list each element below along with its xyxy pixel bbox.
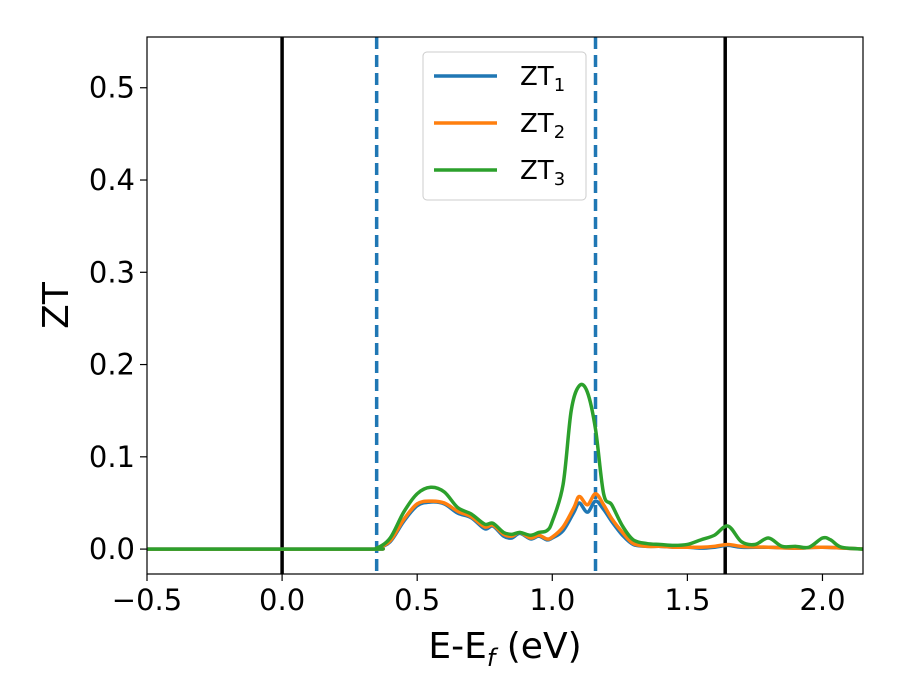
y-tick-label-4: 0.4 xyxy=(89,163,135,197)
x-axis-label-unit: (eV) xyxy=(495,626,581,667)
legend-label-2: ZT2 xyxy=(520,109,565,143)
x-tick-label-4: 1.5 xyxy=(664,583,710,617)
series-line-3 xyxy=(147,382,864,551)
y-tick-label-5: 0.5 xyxy=(89,71,135,105)
series-line-2 xyxy=(147,491,864,551)
y-tick-label-0: 0.0 xyxy=(89,532,135,566)
axis-ticks: −0.5 0.0 0.5 1.0 1.5 2.0 0.0 0.1 0.2 0.3 0.4 0.5 xyxy=(89,71,846,617)
x-tick-label-0: −0.5 xyxy=(112,583,182,617)
legend-items: ZT1 ZT2 ZT3 xyxy=(434,62,565,190)
series-line-1 xyxy=(147,499,864,551)
x-tick-label-5: 2.0 xyxy=(799,583,845,617)
x-tick-label-3: 1.0 xyxy=(529,583,575,617)
y-tick-label-1: 0.1 xyxy=(89,440,135,474)
y-tick-label-2: 0.2 xyxy=(89,348,135,382)
y-axis-label: ZT xyxy=(36,281,77,329)
legend-label-3: ZT3 xyxy=(520,156,565,190)
legend: ZT1 ZT2 ZT3 xyxy=(422,51,587,201)
x-axis-label: E-Ef (eV) xyxy=(428,626,581,672)
x-tick-label-2: 0.5 xyxy=(394,583,440,617)
y-tick-label-3: 0.3 xyxy=(89,255,135,289)
series-lines xyxy=(147,382,864,551)
reference-lines xyxy=(280,37,727,574)
x-axis-label-main: E-E xyxy=(428,626,486,667)
plot-frame xyxy=(146,36,864,575)
legend-label-1: ZT1 xyxy=(520,62,565,96)
legend-box xyxy=(422,51,587,201)
x-tick-label-1: 0.0 xyxy=(259,583,305,617)
